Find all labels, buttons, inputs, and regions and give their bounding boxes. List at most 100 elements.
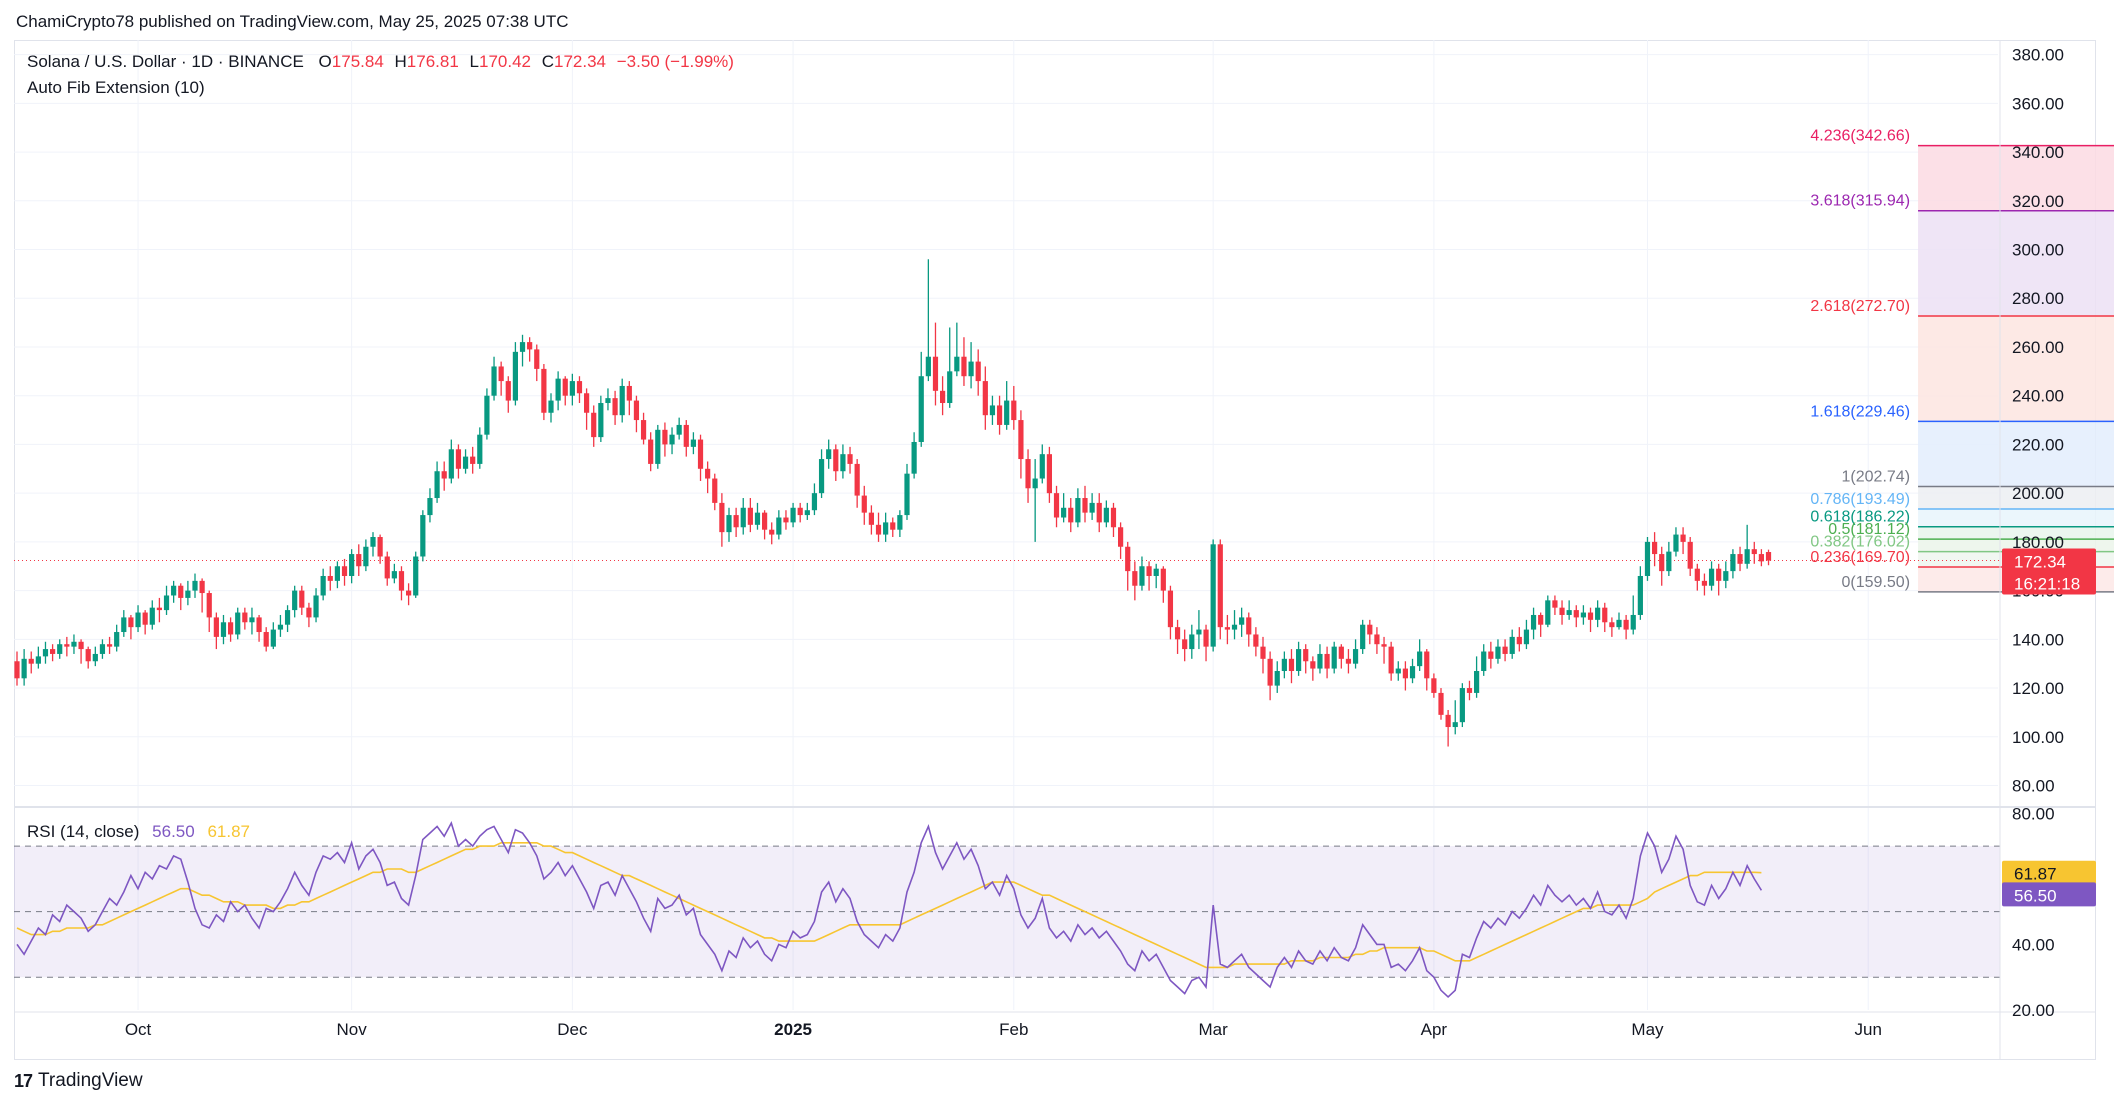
- candle-body: [1367, 624, 1373, 635]
- candle-body: [1053, 493, 1060, 518]
- candle-body: [491, 366, 497, 396]
- candle-body: [384, 556, 390, 579]
- candle-body: [1189, 634, 1195, 650]
- candle-body: [883, 522, 889, 535]
- tradingview-brand[interactable]: 17 TradingView: [14, 1070, 143, 1092]
- candle-body: [228, 622, 234, 635]
- y-tick-label: 120.00: [2012, 679, 2064, 698]
- candle-body: [1609, 622, 1615, 628]
- rsi-legend[interactable]: RSI (14, close) 56.50 61.87: [27, 822, 250, 842]
- y-tick-label: 260.00: [2012, 338, 2064, 357]
- candle-body: [1338, 646, 1344, 659]
- candle-body: [1011, 400, 1017, 421]
- fib-level-label: 1.618(229.46): [1810, 403, 1910, 420]
- candle-body: [1488, 651, 1494, 659]
- candle-body: [163, 595, 170, 611]
- symbol-legend[interactable]: Solana / U.S. Dollar · 1D · BINANCE O175…: [27, 52, 734, 72]
- candle-body: [213, 617, 219, 637]
- candle-body: [1701, 580, 1708, 586]
- candle-body: [605, 398, 611, 404]
- candle-body: [306, 607, 312, 618]
- candle-body: [754, 512, 761, 525]
- candle-body: [50, 649, 56, 654]
- candle-body: [406, 590, 412, 596]
- candle-body: [299, 590, 305, 608]
- candle-body: [356, 554, 362, 567]
- candle-body: [512, 351, 518, 401]
- candle-body: [1730, 554, 1736, 572]
- candle-body: [1317, 653, 1323, 669]
- rsi-y-tick-label: 40.00: [2012, 935, 2055, 954]
- candle-body: [1032, 478, 1038, 489]
- candle-body: [106, 644, 113, 647]
- candle-body: [541, 368, 547, 413]
- candle-body: [1502, 646, 1508, 654]
- candle-body: [1637, 575, 1643, 615]
- candle-body: [1381, 644, 1387, 647]
- candle-body: [178, 585, 184, 598]
- candle-body: [277, 624, 284, 630]
- axes: 80.00100.00120.00140.00160.00180.00200.0…: [14, 40, 2096, 1060]
- candle-body: [961, 356, 967, 377]
- candle-body: [1716, 568, 1722, 581]
- candle-body: [149, 607, 155, 625]
- candle-body: [1424, 651, 1430, 679]
- candle-body: [548, 400, 554, 413]
- price-badges: 172.34 16:21:18 61.87 56.50: [2002, 548, 2096, 907]
- candle-body: [462, 456, 469, 469]
- fib-level-label: 2.618(272.70): [1810, 298, 1910, 315]
- candle-body: [619, 385, 625, 416]
- candle-body: [591, 412, 597, 438]
- y-tick-label: 220.00: [2012, 435, 2064, 454]
- x-tick-label: 2025: [774, 1020, 812, 1039]
- candle-body: [1303, 649, 1309, 662]
- candle-body: [1566, 610, 1572, 615]
- candle-body: [142, 612, 148, 625]
- candle-body: [284, 610, 291, 625]
- candle-body: [1708, 568, 1715, 586]
- candle-body: [662, 429, 668, 445]
- fib-zone: [1918, 539, 2114, 552]
- candle-body: [1459, 688, 1465, 723]
- candle-body: [996, 405, 1003, 425]
- y-tick-label: 280.00: [2012, 289, 2064, 308]
- candle-body: [1744, 549, 1750, 564]
- grid-lines: [14, 40, 1998, 1010]
- fib-zone: [1918, 145, 2114, 211]
- candle-body: [434, 471, 440, 499]
- candle-body: [327, 575, 333, 581]
- indicator-legend[interactable]: Auto Fib Extension (10): [27, 78, 205, 98]
- candle-body: [92, 653, 98, 662]
- x-tick-label: Mar: [1199, 1020, 1229, 1039]
- candle-body: [1110, 507, 1117, 528]
- candle-body: [897, 515, 903, 530]
- candle-body: [783, 517, 789, 523]
- y-tick-label: 340.00: [2012, 143, 2064, 162]
- candle-body: [1758, 554, 1764, 562]
- symbol-name: Solana / U.S. Dollar · 1D · BINANCE: [27, 52, 304, 71]
- candle-body: [1417, 651, 1423, 667]
- candle-body: [1025, 459, 1031, 489]
- open-value: 175.84: [331, 52, 384, 71]
- candle-body: [1203, 629, 1209, 647]
- candle-body: [1118, 527, 1124, 547]
- x-tick-label: Feb: [999, 1020, 1028, 1039]
- candle-body: [1046, 454, 1052, 494]
- rsi-ma-line: [16, 841, 1762, 969]
- fib-zone: [1918, 526, 2114, 540]
- candle-body: [14, 661, 20, 679]
- candle-body: [982, 381, 988, 416]
- candle-body: [1431, 678, 1437, 693]
- candle-body: [747, 507, 753, 525]
- fib-zone: [1918, 421, 2114, 487]
- candle-body: [1573, 610, 1579, 618]
- rsi-pane: [14, 821, 2000, 998]
- fib-zone: [1918, 316, 2114, 422]
- candle-body: [868, 512, 874, 525]
- fib-level-label: 0(159.50): [1842, 574, 1911, 591]
- candle-body: [1224, 627, 1230, 630]
- candle-body: [270, 629, 276, 647]
- candle-body: [612, 398, 618, 416]
- candle-body: [1153, 568, 1159, 576]
